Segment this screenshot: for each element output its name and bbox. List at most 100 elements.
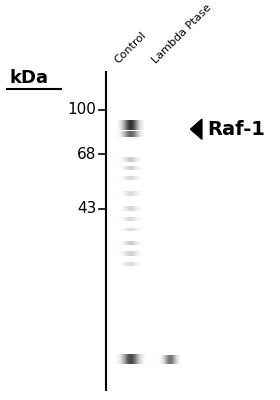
Bar	[138, 354, 139, 364]
Bar	[128, 228, 129, 231]
Bar	[131, 176, 132, 180]
Bar	[119, 241, 120, 246]
Bar	[133, 228, 134, 231]
Bar	[126, 262, 127, 266]
Bar	[135, 192, 136, 196]
Bar	[125, 228, 126, 231]
Bar	[118, 120, 119, 130]
Bar	[126, 157, 127, 162]
Bar	[118, 251, 119, 256]
Bar	[139, 120, 140, 130]
Bar	[125, 157, 126, 162]
Bar	[124, 354, 125, 364]
Bar	[136, 130, 137, 137]
Bar	[121, 206, 122, 211]
Bar	[121, 217, 122, 221]
Bar	[141, 228, 142, 231]
Bar	[124, 262, 125, 266]
Bar	[126, 166, 127, 170]
Bar	[123, 206, 124, 211]
Bar	[130, 354, 131, 364]
Text: Lambda Ptase: Lambda Ptase	[151, 2, 214, 65]
Bar	[138, 217, 139, 221]
Bar	[132, 166, 133, 170]
Bar	[129, 217, 130, 221]
Bar	[135, 130, 136, 137]
Bar	[130, 192, 131, 196]
Bar	[140, 192, 141, 196]
Bar	[121, 166, 122, 170]
Bar	[139, 217, 140, 221]
Bar	[119, 217, 120, 221]
Bar	[119, 354, 120, 364]
Bar	[125, 354, 126, 364]
Bar	[119, 228, 120, 231]
Bar	[137, 206, 138, 211]
Bar	[139, 251, 140, 256]
Bar	[135, 206, 136, 211]
Bar	[139, 206, 140, 211]
Bar	[134, 262, 135, 266]
Bar	[142, 217, 143, 221]
Bar	[136, 192, 137, 196]
Bar	[135, 120, 136, 130]
Bar	[122, 262, 123, 266]
Bar	[123, 217, 124, 221]
Bar	[123, 251, 124, 256]
Bar	[116, 354, 117, 364]
Bar	[126, 251, 127, 256]
Bar	[135, 228, 136, 231]
Bar	[131, 241, 132, 246]
Bar	[136, 241, 137, 246]
Text: Raf-1: Raf-1	[207, 120, 265, 139]
Bar	[123, 120, 124, 130]
Bar	[120, 157, 121, 162]
Bar	[127, 217, 128, 221]
Bar	[136, 217, 137, 221]
Bar	[133, 120, 134, 130]
Bar	[127, 262, 128, 266]
Bar	[119, 130, 120, 137]
Bar	[118, 354, 119, 364]
Bar	[137, 192, 138, 196]
Bar	[127, 130, 128, 137]
Bar	[141, 176, 142, 180]
Bar	[140, 241, 141, 246]
Bar	[137, 354, 138, 364]
Bar	[122, 251, 123, 256]
Bar	[119, 120, 120, 130]
Bar	[119, 157, 120, 162]
Bar	[130, 120, 131, 130]
Bar	[118, 176, 119, 180]
Bar	[126, 176, 127, 180]
Bar	[122, 120, 123, 130]
Bar	[140, 354, 141, 364]
Bar	[127, 176, 128, 180]
Bar	[137, 251, 138, 256]
Bar	[139, 192, 140, 196]
Bar	[133, 251, 134, 256]
Bar	[124, 192, 125, 196]
Bar	[120, 217, 121, 221]
Bar	[119, 206, 120, 211]
Bar	[124, 251, 125, 256]
Bar	[140, 130, 141, 137]
Bar	[125, 192, 126, 196]
Bar	[130, 206, 131, 211]
Bar	[128, 206, 129, 211]
Bar	[125, 262, 126, 266]
Bar	[136, 166, 137, 170]
Bar	[117, 120, 118, 130]
Bar	[133, 241, 134, 246]
Bar	[139, 241, 140, 246]
Bar	[136, 120, 137, 130]
Bar	[126, 120, 127, 130]
Bar	[133, 354, 134, 364]
Bar	[141, 217, 142, 221]
Bar	[127, 206, 128, 211]
Bar	[135, 157, 136, 162]
Bar	[131, 157, 132, 162]
Bar	[129, 251, 130, 256]
Bar	[128, 176, 129, 180]
Bar	[143, 130, 144, 137]
